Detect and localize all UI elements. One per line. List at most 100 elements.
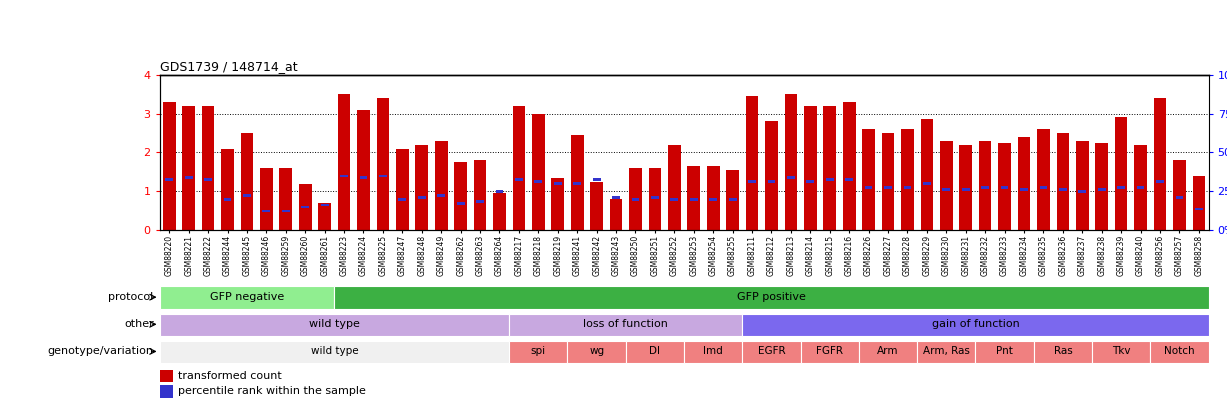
Bar (610, 199, 622, 230)
Bar (509, 313, 742, 336)
Bar (901, 129, 914, 230)
Bar (1096, 143, 1108, 230)
Bar (885, 186, 892, 189)
Bar (416, 145, 428, 230)
Bar (320, 204, 329, 207)
Text: Notch: Notch (1164, 346, 1195, 356)
Bar (999, 143, 1011, 230)
Bar (1115, 117, 1128, 230)
Bar (377, 98, 389, 230)
Bar (221, 149, 234, 230)
Bar (379, 175, 387, 177)
Text: Imd: Imd (703, 346, 723, 356)
Text: loss of function: loss of function (583, 319, 669, 329)
Bar (649, 168, 661, 230)
Bar (535, 180, 542, 183)
Bar (282, 210, 290, 212)
Text: Arm: Arm (877, 346, 899, 356)
Bar (243, 194, 250, 197)
Bar (863, 129, 875, 230)
Bar (515, 179, 523, 181)
Bar (573, 182, 582, 185)
Bar (1033, 341, 1092, 363)
Text: Arm, Ras: Arm, Ras (923, 346, 969, 356)
Bar (806, 180, 815, 183)
Bar (160, 313, 509, 336)
Bar (185, 177, 193, 179)
Bar (223, 198, 232, 200)
Bar (260, 168, 272, 230)
Bar (729, 198, 736, 200)
Bar (1092, 341, 1151, 363)
Bar (626, 341, 685, 363)
Bar (1151, 341, 1209, 363)
Bar (962, 188, 969, 191)
Bar (160, 386, 173, 398)
Bar (670, 198, 679, 200)
Bar (1195, 208, 1202, 210)
Bar (183, 106, 195, 230)
Bar (553, 182, 562, 185)
Bar (299, 184, 312, 230)
Bar (166, 179, 173, 181)
Bar (1076, 141, 1088, 230)
Bar (493, 194, 506, 230)
Text: EGFR: EGFR (757, 346, 785, 356)
Text: GFP negative: GFP negative (210, 292, 285, 302)
Bar (280, 168, 292, 230)
Bar (399, 198, 406, 200)
Bar (263, 210, 270, 212)
Bar (632, 198, 639, 200)
Bar (707, 166, 719, 230)
Bar (567, 341, 626, 363)
Bar (1156, 180, 1164, 183)
Bar (302, 206, 309, 209)
Bar (975, 341, 1033, 363)
Bar (685, 341, 742, 363)
Bar (742, 341, 800, 363)
Bar (823, 106, 836, 230)
Text: wild type: wild type (309, 319, 360, 329)
Bar (800, 341, 859, 363)
Bar (357, 110, 369, 230)
Text: Ras: Ras (1054, 346, 1072, 356)
Bar (865, 186, 872, 189)
Bar (1037, 129, 1050, 230)
Text: FGFR: FGFR (816, 346, 843, 356)
Text: GFP positive: GFP positive (737, 292, 806, 302)
Text: other: other (124, 319, 153, 329)
Bar (1001, 186, 1009, 189)
Bar (437, 194, 445, 197)
Text: Dl: Dl (649, 346, 660, 356)
Bar (1079, 190, 1086, 193)
Bar (960, 145, 972, 230)
Text: Tkv: Tkv (1112, 346, 1130, 356)
Text: wild type: wild type (310, 346, 358, 356)
Bar (917, 341, 975, 363)
Bar (982, 186, 989, 189)
Bar (979, 141, 991, 230)
Bar (454, 162, 467, 230)
Bar (201, 106, 215, 230)
Bar (709, 198, 717, 200)
Bar (434, 141, 448, 230)
Bar (160, 286, 334, 309)
Bar (1056, 133, 1069, 230)
Bar (163, 102, 175, 230)
Bar (826, 179, 833, 181)
Bar (766, 122, 778, 230)
Bar (942, 188, 950, 191)
Bar (746, 96, 758, 230)
Text: transformed count: transformed count (178, 371, 282, 381)
Text: GDS1739 / 148714_at: GDS1739 / 148714_at (160, 60, 297, 73)
Bar (612, 196, 620, 199)
Bar (1134, 145, 1147, 230)
Bar (318, 203, 331, 230)
Bar (240, 133, 253, 230)
Text: protocol: protocol (108, 292, 153, 302)
Bar (593, 179, 600, 181)
Text: spi: spi (531, 346, 546, 356)
Bar (1020, 188, 1028, 191)
Bar (476, 200, 483, 202)
Bar (690, 198, 698, 200)
